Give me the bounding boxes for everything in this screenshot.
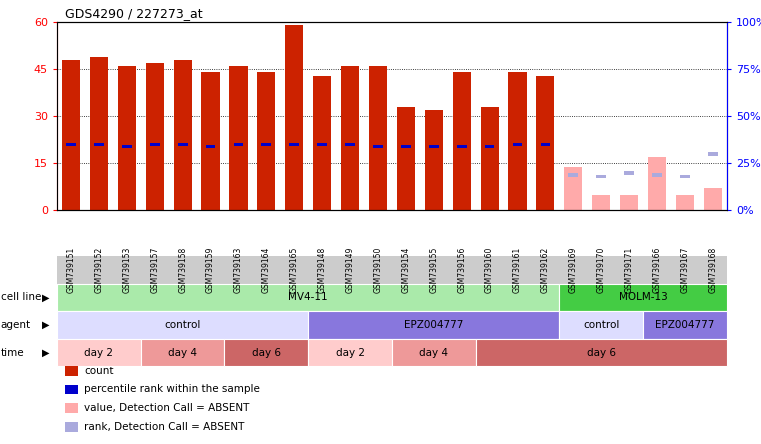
Text: cell line: cell line (1, 293, 41, 302)
Bar (369, 66, 387, 210)
Bar (94, 143, 103, 147)
Text: GSM739158: GSM739158 (178, 247, 187, 293)
Text: GSM739170: GSM739170 (597, 247, 606, 293)
Text: count: count (84, 366, 114, 376)
Text: EPZ004777: EPZ004777 (404, 320, 463, 330)
Bar (345, 143, 355, 147)
Text: GSM739169: GSM739169 (568, 247, 578, 293)
Text: GSM739151: GSM739151 (66, 247, 75, 293)
Bar (90, 57, 108, 210)
Bar (285, 25, 304, 210)
Text: GSM739148: GSM739148 (317, 247, 326, 293)
Text: GSM739166: GSM739166 (652, 247, 661, 293)
Text: GDS4290 / 227273_at: GDS4290 / 227273_at (65, 7, 202, 20)
Bar (648, 157, 666, 210)
Text: GSM739161: GSM739161 (513, 247, 522, 293)
Text: time: time (1, 348, 24, 357)
Bar (624, 171, 634, 174)
Bar (453, 72, 471, 210)
Text: GSM739155: GSM739155 (429, 247, 438, 293)
Bar (396, 107, 415, 210)
Bar (513, 143, 522, 147)
Text: GSM739150: GSM739150 (374, 247, 383, 293)
Bar (537, 75, 555, 210)
Text: value, Detection Call = ABSENT: value, Detection Call = ABSENT (84, 403, 250, 413)
Bar (485, 145, 495, 148)
Bar (174, 60, 192, 210)
Bar (262, 143, 271, 147)
Bar (592, 195, 610, 210)
Bar (564, 166, 582, 210)
Bar (429, 145, 438, 148)
Text: ▶: ▶ (42, 293, 49, 302)
Text: GSM739167: GSM739167 (680, 247, 689, 293)
Bar (676, 195, 694, 210)
Bar (229, 66, 247, 210)
Text: GSM739171: GSM739171 (625, 247, 634, 293)
Text: GSM739149: GSM739149 (345, 247, 355, 293)
Text: GSM739164: GSM739164 (262, 247, 271, 293)
Bar (145, 63, 164, 210)
Text: GSM739157: GSM739157 (150, 247, 159, 293)
Text: day 4: day 4 (419, 348, 448, 357)
Text: GSM739165: GSM739165 (290, 247, 299, 293)
Bar (202, 72, 220, 210)
Bar (568, 173, 578, 177)
Bar (508, 72, 527, 210)
Text: GSM739162: GSM739162 (541, 247, 550, 293)
Text: ▶: ▶ (42, 348, 49, 357)
Bar (652, 173, 662, 177)
Bar (457, 145, 466, 148)
Bar (540, 143, 550, 147)
Text: agent: agent (1, 320, 31, 330)
Text: GSM739156: GSM739156 (457, 247, 466, 293)
Text: day 6: day 6 (587, 348, 616, 357)
Bar (178, 143, 187, 147)
Bar (234, 143, 244, 147)
Bar (597, 174, 606, 178)
Bar (620, 195, 638, 210)
Bar (401, 145, 411, 148)
Text: ▶: ▶ (42, 320, 49, 330)
Bar (317, 143, 327, 147)
Bar (708, 152, 718, 156)
Bar (150, 143, 160, 147)
Text: GSM739153: GSM739153 (123, 247, 132, 293)
Bar (680, 174, 689, 178)
Bar (66, 143, 76, 147)
Text: GSM739168: GSM739168 (708, 247, 718, 293)
Text: rank, Detection Call = ABSENT: rank, Detection Call = ABSENT (84, 422, 245, 432)
Bar (257, 72, 275, 210)
Bar (704, 189, 722, 210)
Bar (205, 145, 215, 148)
Bar (425, 110, 443, 210)
Bar (62, 60, 80, 210)
Text: GSM739163: GSM739163 (234, 247, 243, 293)
Text: GSM739154: GSM739154 (401, 247, 410, 293)
Bar (341, 66, 359, 210)
Text: GSM739160: GSM739160 (485, 247, 494, 293)
Text: MOLM-13: MOLM-13 (619, 293, 667, 302)
Text: GSM739152: GSM739152 (94, 247, 103, 293)
Text: day 6: day 6 (252, 348, 281, 357)
Bar (289, 143, 299, 147)
Text: day 2: day 2 (336, 348, 365, 357)
Bar (313, 75, 331, 210)
Bar (373, 145, 383, 148)
Text: day 2: day 2 (84, 348, 113, 357)
Text: MV4-11: MV4-11 (288, 293, 328, 302)
Text: EPZ004777: EPZ004777 (655, 320, 715, 330)
Text: day 4: day 4 (168, 348, 197, 357)
Text: GSM739159: GSM739159 (206, 247, 215, 293)
Text: control: control (164, 320, 201, 330)
Bar (480, 107, 498, 210)
Text: percentile rank within the sample: percentile rank within the sample (84, 385, 260, 394)
Text: control: control (583, 320, 619, 330)
Bar (118, 66, 136, 210)
Bar (122, 145, 132, 148)
